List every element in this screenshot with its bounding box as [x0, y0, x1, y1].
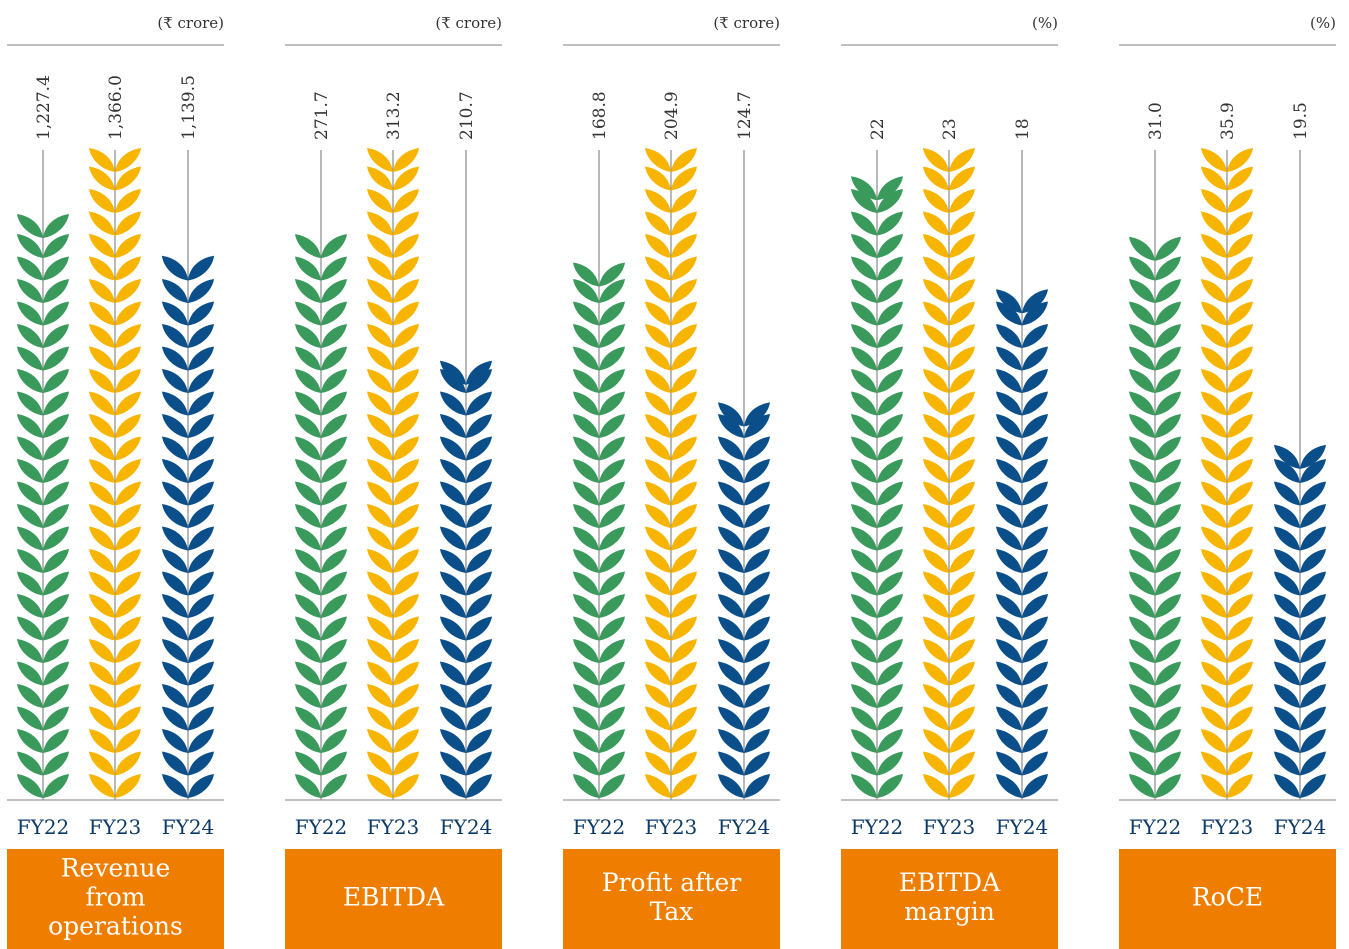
bar — [367, 148, 419, 798]
chart-panel: (₹ crore) 271.7 FY22 313.2 FY23 210.7 FY24 EBIT… — [285, 14, 502, 949]
chart-title: Profit after — [602, 868, 741, 897]
bar — [645, 148, 697, 798]
bar — [851, 176, 903, 798]
data-label: 22 — [868, 118, 888, 140]
category-label: FY23 — [645, 815, 698, 839]
category-label: FY22 — [573, 815, 626, 839]
chart-title-box — [285, 849, 502, 949]
data-label: 35.9 — [1218, 102, 1238, 140]
bar — [1129, 236, 1181, 798]
data-label: 271.7 — [312, 91, 332, 140]
category-label: FY23 — [89, 815, 142, 839]
data-label: 124.7 — [735, 91, 755, 140]
data-label: 19.5 — [1291, 102, 1311, 140]
category-label: FY23 — [923, 815, 976, 839]
data-label: 1,139.5 — [179, 75, 199, 140]
data-label: 1,366.0 — [106, 75, 126, 140]
bar — [162, 255, 214, 798]
chart-panel: (₹ crore) 168.8 FY22 204.9 FY23 124.7 FY24 Prof… — [563, 14, 780, 949]
category-label: FY23 — [1201, 815, 1254, 839]
chart-title: from — [86, 882, 146, 911]
bar — [1201, 148, 1253, 798]
data-label: 210.7 — [457, 91, 477, 140]
chart-title: RoCE — [1192, 882, 1263, 911]
chart-title: EBITDA — [343, 882, 445, 911]
data-label: 168.8 — [590, 91, 610, 140]
unit-label: (%) — [1032, 14, 1058, 32]
bar — [923, 148, 975, 798]
chart-title: Revenue — [61, 853, 171, 882]
bar — [996, 289, 1048, 798]
bar — [89, 148, 141, 798]
bar — [295, 234, 347, 798]
data-label: 31.0 — [1146, 102, 1166, 140]
unit-label: (₹ crore) — [157, 14, 224, 32]
bar — [1274, 444, 1326, 798]
category-label: FY24 — [1274, 815, 1327, 839]
bar — [573, 262, 625, 798]
category-label: FY22 — [17, 815, 70, 839]
bar — [440, 360, 492, 798]
chart-title: operations — [48, 911, 183, 940]
chart-title-box — [563, 849, 780, 949]
chart-title: margin — [904, 897, 995, 926]
unit-label: (₹ crore) — [713, 14, 780, 32]
chart-panel: (%) 31.0 FY22 35.9 FY23 19.5 FY24 RoCE — [1119, 14, 1336, 949]
chart-title-box — [841, 849, 1058, 949]
category-label: FY23 — [367, 815, 420, 839]
chart-title: Tax — [650, 897, 694, 926]
chart-panel: (₹ crore) 1,227.4 FY22 1,366.0 FY23 1,139.5 FY… — [7, 14, 224, 949]
category-label: FY24 — [440, 815, 493, 839]
category-label: FY22 — [1129, 815, 1182, 839]
data-label: 1,227.4 — [34, 75, 54, 140]
data-label: 204.9 — [662, 91, 682, 140]
chart-title-box — [7, 849, 224, 949]
unit-label: (₹ crore) — [435, 14, 502, 32]
category-label: FY24 — [718, 815, 771, 839]
category-label: FY22 — [295, 815, 348, 839]
category-label: FY24 — [996, 815, 1049, 839]
chart-title: EBITDA — [899, 868, 1001, 897]
data-label: 18 — [1013, 118, 1033, 140]
bar — [718, 402, 770, 798]
data-label: 313.2 — [384, 91, 404, 140]
data-label: 23 — [940, 118, 960, 140]
bar — [17, 213, 69, 798]
chart-title-box — [1119, 849, 1336, 949]
unit-label: (%) — [1310, 14, 1336, 32]
category-label: FY24 — [162, 815, 215, 839]
category-label: FY22 — [851, 815, 904, 839]
